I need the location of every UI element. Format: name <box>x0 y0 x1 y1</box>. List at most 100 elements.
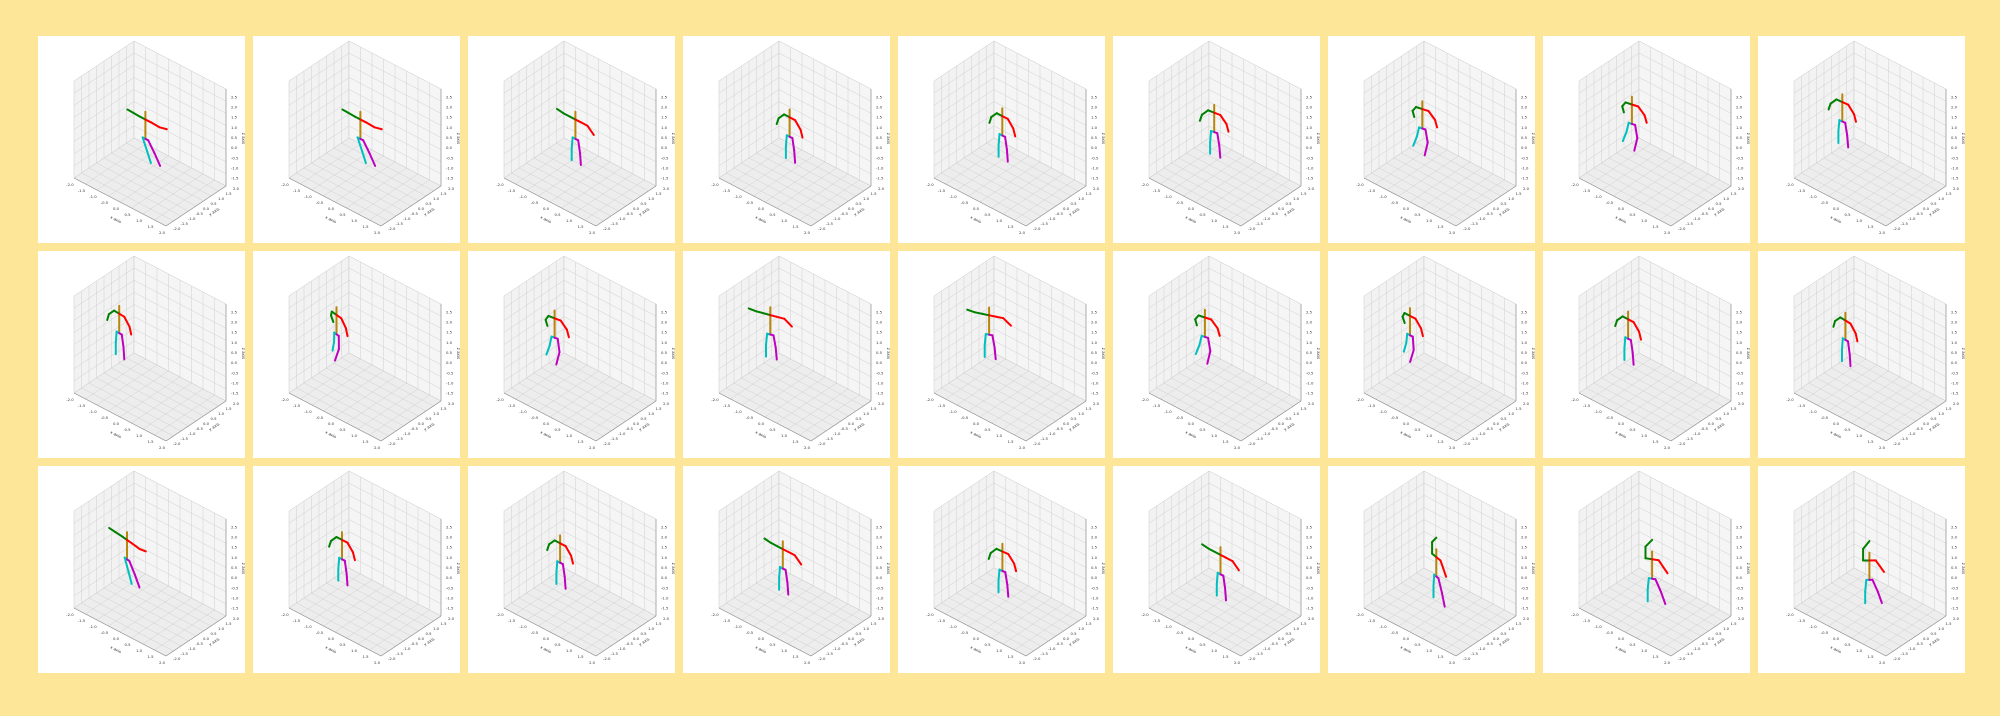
z-tick-label: -1.0 <box>1736 596 1744 601</box>
x-tick-label: 1.0 <box>1641 433 1648 438</box>
z-tick-label: 1.5 <box>661 330 668 335</box>
grid-line <box>1423 304 1517 353</box>
x-tick-label: 1.5 <box>1007 439 1014 444</box>
x-tick-label: -2.0 <box>66 397 74 402</box>
y-tick-label: 0.5 <box>856 416 863 421</box>
x-tick-label: 1.5 <box>792 439 799 444</box>
x-tick-label: -0.5 <box>101 415 109 420</box>
x-tick-label: 1.5 <box>1867 654 1874 659</box>
grid-line <box>778 52 872 102</box>
grid-line <box>1853 304 1947 353</box>
x-tick-label: 0.0 <box>1188 636 1195 641</box>
right-arm-bone <box>340 317 347 330</box>
y-tick-label: 0.5 <box>856 631 863 636</box>
y-axis-label: y axis <box>208 636 220 647</box>
x-axis-line <box>288 177 382 227</box>
y-tick-label: -0.5 <box>626 641 634 646</box>
grid-line <box>1853 482 1947 532</box>
y-tick-label: -0.5 <box>196 426 204 431</box>
right-leg-bone <box>1631 351 1635 366</box>
y-tick-label: 1.5 <box>1301 406 1308 411</box>
y-tick-label: 2.0 <box>1738 401 1745 406</box>
x-tick-label: 0.5 <box>769 212 776 217</box>
gridlines <box>1148 476 1302 652</box>
y-axis-line <box>595 185 657 227</box>
y-tick-label: 0.5 <box>211 631 218 636</box>
z-axis-label: z axis <box>241 563 245 574</box>
z-tick-label: -1.0 <box>231 381 239 386</box>
right-leg-bone <box>1848 353 1852 368</box>
grid-line <box>778 280 872 329</box>
x-tick-label: 1.5 <box>577 654 584 659</box>
z-tick-label: 2.0 <box>1521 534 1528 539</box>
z-tick-label: -0.5 <box>1736 370 1744 375</box>
grid-line <box>778 482 872 532</box>
y-tick-label: -1.0 <box>1478 431 1486 436</box>
left-leg-bone <box>784 134 788 148</box>
left-arm-bone <box>108 526 117 533</box>
y-tick-label: -0.5 <box>1486 211 1494 216</box>
pose-3d-axes: -2.0-1.5-1.0-0.50.00.51.01.52.0-2.0-1.5-… <box>926 255 1105 450</box>
grid-line <box>133 482 227 532</box>
z-tick-label: -1.0 <box>661 166 669 171</box>
x-tick-label: -1.0 <box>1164 194 1172 199</box>
x-tick-label: 1.0 <box>1426 218 1433 223</box>
z-tick-label: 1.0 <box>876 555 883 560</box>
x-axis-line <box>73 177 167 227</box>
pose-frame-panel: -2.0 -1.5 -1.0 -0.5 0.0 0.5 1.0 1.5 2.0 -2.0 -1.5-… <box>1113 251 1320 458</box>
x-tick-label: 1.0 <box>351 218 358 223</box>
pose-frame-panel: -2.0 -1.5 -1.0 -0.5 0.0 0.5 1.0 1.5 2.0 -2.0 -1.5-… <box>1113 466 1320 673</box>
grid-line <box>533 157 627 207</box>
x-tick-label: 1.0 <box>1211 648 1218 653</box>
x-axis-line <box>73 392 167 442</box>
z-axis-label: z axis <box>671 133 675 144</box>
left-leg-bone <box>141 136 149 153</box>
grid-line <box>1831 582 1924 632</box>
z-tick-label: 1.0 <box>1521 340 1528 345</box>
grid-line <box>1638 304 1732 353</box>
z-tick-label: 1.5 <box>1736 115 1743 120</box>
left-arm-bone <box>132 111 141 118</box>
grid-line <box>133 280 227 329</box>
z-tick-label: -0.5 <box>1736 155 1744 160</box>
y-tick-label: -2.0 <box>1463 656 1471 661</box>
y-axis-line <box>380 400 442 442</box>
grid-line <box>1423 507 1517 556</box>
grid-line <box>288 77 350 118</box>
pose-frame-panel: -2.0 -1.5 -1.0 -0.5 0.0 0.5 1.0 1.5 2.0 -2.0 -1.5-… <box>1328 466 1535 673</box>
x-tick-label: 1.0 <box>351 648 358 653</box>
grid-line <box>1578 519 1640 560</box>
pose-frame-panel: -2.0 -1.5 -1.0 -0.5 0.0 0.5 1.0 1.5 2.0 -2.0 -1.5-… <box>1328 36 1535 243</box>
y-tick-label: 0.5 <box>1716 631 1723 636</box>
y-tick-label: 1.0 <box>863 196 870 201</box>
x-tick-label: -1.0 <box>1164 409 1172 414</box>
right-arm-bone <box>1632 321 1641 333</box>
pose-3d-axes: -2.0-1.5-1.0-0.50.00.51.01.52.0-2.0-1.5-… <box>1141 470 1320 665</box>
pose-frame-panel: -2.0 -1.5 -1.0 -0.5 0.0 0.5 1.0 1.5 2.0 -2.0 -1.5-… <box>468 466 675 673</box>
y-tick-label: -2.0 <box>1248 656 1256 661</box>
x-tick-label: -1.5 <box>1798 618 1806 623</box>
gridlines <box>1363 476 1517 652</box>
y-axis-line <box>1885 615 1947 657</box>
z-axis-label: z axis <box>671 348 675 359</box>
gridlines <box>1148 261 1302 437</box>
left-leg-bone <box>983 333 987 347</box>
z-tick-label: 2.0 <box>1736 319 1743 324</box>
z-tick-label: -0.5 <box>231 370 239 375</box>
grid-line <box>548 577 642 627</box>
right-leg-bone <box>120 333 125 349</box>
grid-line <box>978 147 1072 197</box>
x-tick-label: 0.5 <box>554 212 561 217</box>
z-tick-label: 2.0 <box>1306 534 1313 539</box>
grid-line <box>1578 52 1640 94</box>
z-tick-label: 1.5 <box>1521 115 1528 120</box>
x-tick-label: -0.5 <box>746 630 754 635</box>
x-tick-label: 1.0 <box>566 218 573 223</box>
y-tick-label: -0.5 <box>841 211 849 216</box>
grid-line <box>369 394 430 436</box>
left-arm-bone <box>1644 538 1654 548</box>
grid-line <box>1853 292 1947 341</box>
y-tick-label: -2.0 <box>1463 441 1471 446</box>
grid-line <box>1793 77 1855 118</box>
y-axis-label: y axis <box>423 421 435 432</box>
